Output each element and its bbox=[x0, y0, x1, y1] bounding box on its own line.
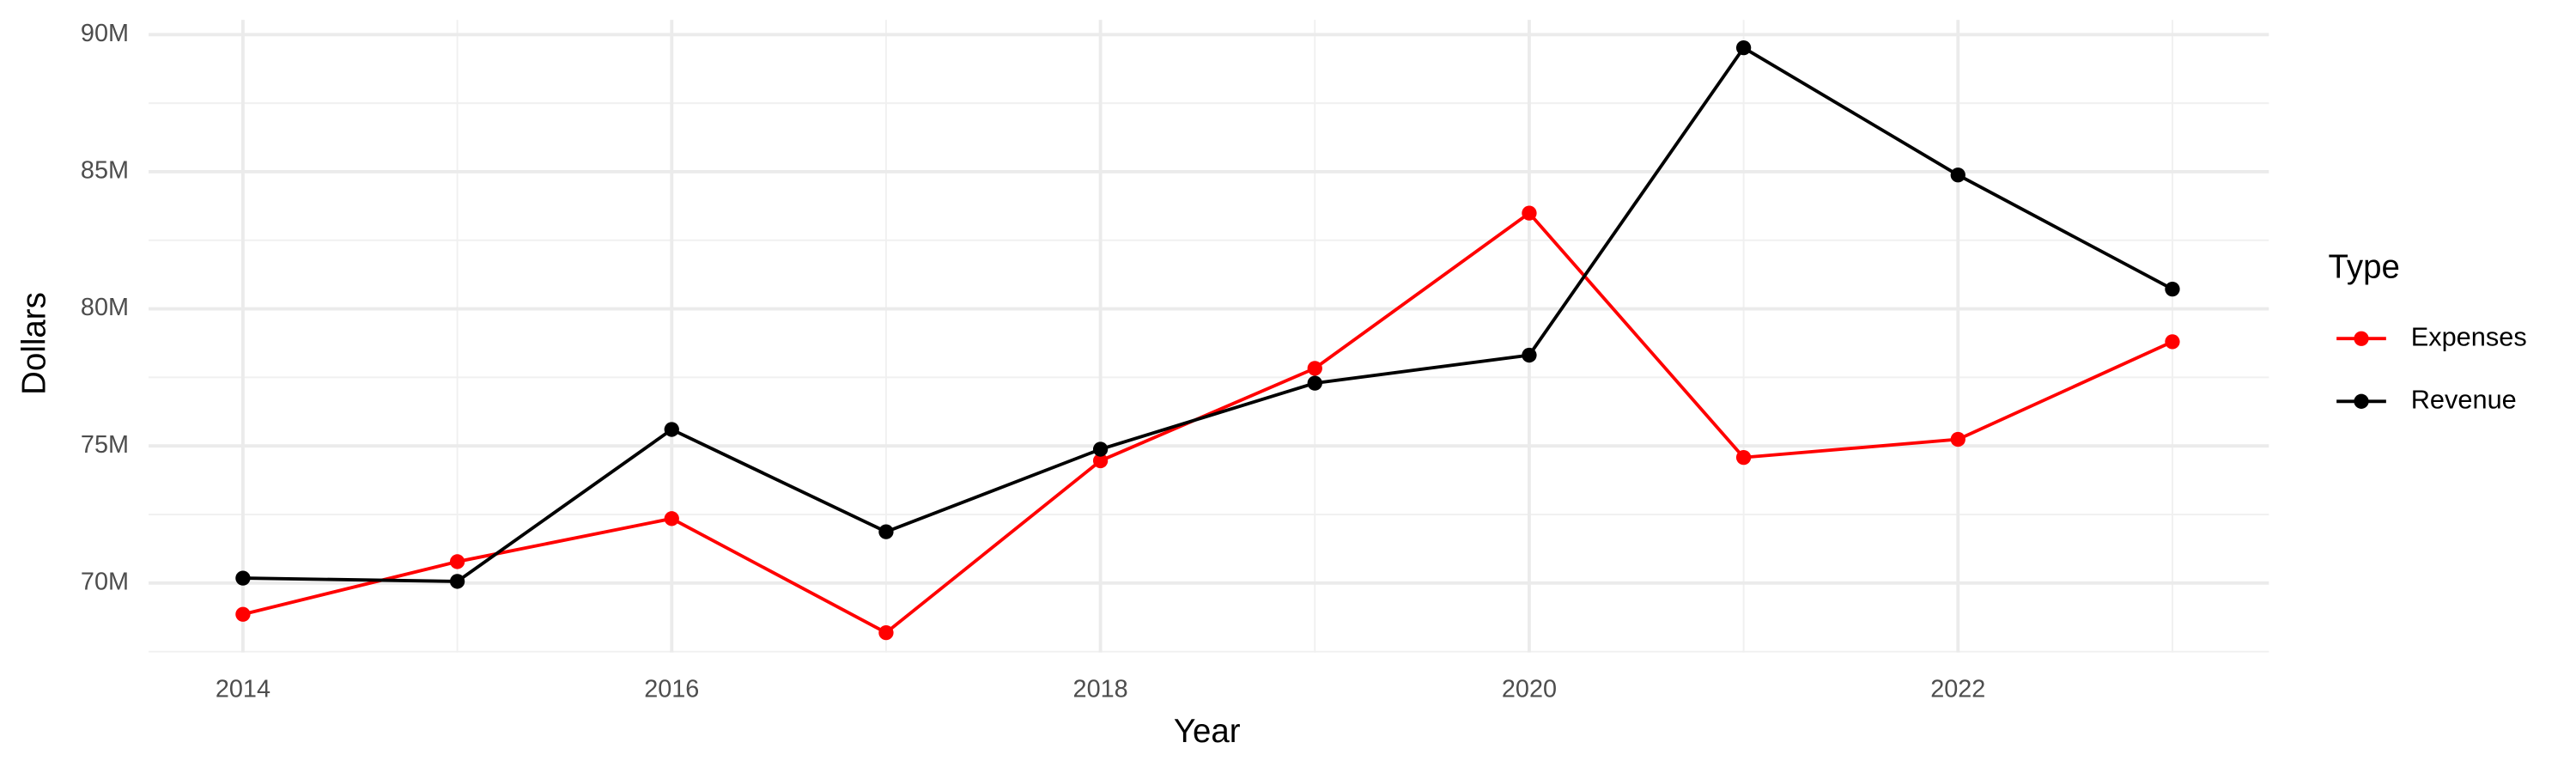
data-point bbox=[1522, 347, 1537, 363]
data-point bbox=[878, 624, 894, 641]
legend-label: Expenses bbox=[2411, 321, 2527, 351]
plot-marks bbox=[235, 40, 2180, 641]
x-tick-label: 2014 bbox=[216, 675, 270, 703]
x-tick-label: 2020 bbox=[1502, 675, 1557, 703]
x-tick-label: 2018 bbox=[1073, 675, 1128, 703]
x-tick-label: 2022 bbox=[1930, 675, 1985, 703]
series-line bbox=[242, 46, 2173, 583]
data-point bbox=[1950, 167, 1965, 183]
data-point bbox=[1092, 441, 1109, 457]
data-point bbox=[878, 524, 894, 539]
x-tick-label: 2016 bbox=[644, 675, 699, 703]
data-point bbox=[449, 554, 465, 569]
data-point bbox=[2165, 334, 2180, 350]
data-point bbox=[1522, 205, 1537, 221]
data-point bbox=[1307, 361, 1322, 376]
data-point bbox=[1307, 375, 1322, 391]
legend-key-point bbox=[2354, 331, 2369, 346]
y-tick-label: 85M bbox=[81, 157, 129, 185]
data-point bbox=[449, 574, 465, 589]
data-point bbox=[1950, 431, 1965, 447]
y-tick-label: 75M bbox=[81, 431, 129, 459]
grid bbox=[149, 20, 2269, 653]
data-point bbox=[235, 570, 251, 586]
data-point bbox=[664, 422, 679, 437]
y-axis-title: Dollars bbox=[15, 292, 52, 395]
legend-label: Revenue bbox=[2411, 384, 2517, 414]
y-tick-label: 70M bbox=[81, 568, 129, 595]
data-point bbox=[235, 606, 251, 622]
data-point bbox=[1735, 449, 1752, 466]
legend-title: Type bbox=[2329, 249, 2400, 286]
y-tick-label: 80M bbox=[81, 294, 129, 321]
data-point bbox=[2165, 281, 2180, 297]
x-axis-title: Year bbox=[1174, 713, 1241, 750]
data-point bbox=[1735, 40, 1752, 56]
data-point bbox=[1092, 453, 1109, 469]
y-tick-label: 90M bbox=[81, 20, 129, 47]
legend-key-point bbox=[2354, 393, 2369, 409]
data-point bbox=[664, 511, 679, 526]
